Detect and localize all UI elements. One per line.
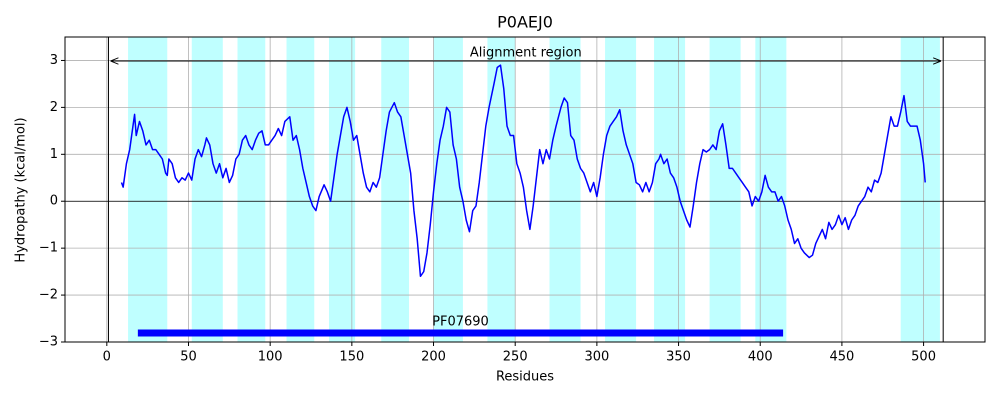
tm-region (900, 37, 940, 342)
plot-frame (64, 36, 986, 343)
tm-region (433, 37, 463, 342)
chart-title: P0AEJ0 (497, 13, 553, 32)
tm-region (328, 37, 356, 342)
tm-region (381, 37, 410, 342)
y-tick-label: −2 (39, 288, 58, 303)
tm-region (286, 37, 315, 342)
x-tick-label: 500 (911, 350, 936, 365)
x-tick-label: 350 (666, 350, 691, 365)
hydropathy-line (120, 64, 926, 278)
x-tick-label: 0 (103, 350, 111, 365)
alignment-label: Alignment region (470, 46, 582, 61)
tm-region (487, 37, 516, 342)
tm-region (191, 37, 223, 342)
x-tick-label: 450 (829, 350, 854, 365)
y-tick-label: 2 (50, 100, 58, 115)
y-axis-label: Hydropathy (kcal/mol) (14, 117, 29, 262)
x-tick-label: 200 (421, 350, 446, 365)
x-tick-label: 250 (503, 350, 528, 365)
y-tick-label: −1 (39, 241, 58, 256)
y-tick-label: 3 (50, 53, 58, 68)
x-tick-label: 150 (339, 350, 364, 365)
y-tick-label: −3 (39, 335, 58, 350)
tm-region (549, 37, 581, 342)
tm-region (605, 37, 637, 342)
tm-region (237, 37, 266, 342)
x-axis-label: Residues (496, 370, 554, 385)
tm-region (709, 37, 741, 342)
x-tick-label: 400 (748, 350, 773, 365)
tm-region (654, 37, 686, 342)
x-tick-label: 50 (180, 350, 197, 365)
tm-region (128, 37, 168, 342)
y-tick-label: 1 (50, 147, 58, 162)
x-tick-label: 100 (258, 350, 283, 365)
domain-bar (137, 329, 784, 337)
y-tick-label: 0 (50, 194, 58, 209)
domain-label: PF07690 (432, 315, 489, 330)
x-tick-label: 300 (584, 350, 609, 365)
